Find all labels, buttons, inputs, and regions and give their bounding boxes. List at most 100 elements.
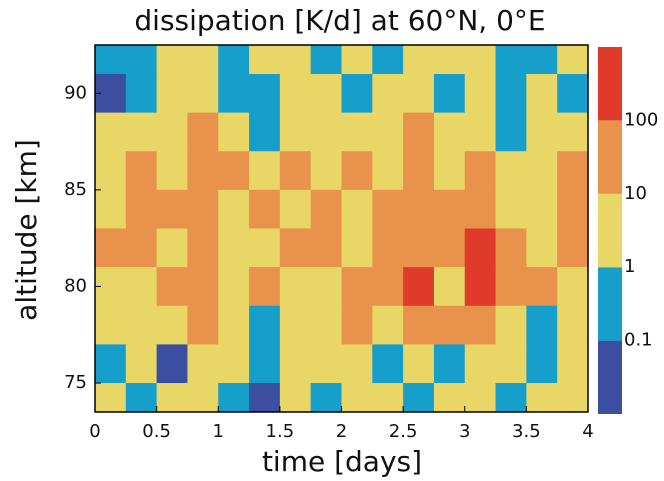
- cell: [495, 45, 527, 75]
- cell: [125, 73, 158, 114]
- y-axis-label: altitude [km]: [10, 139, 43, 321]
- cell: [526, 383, 558, 412]
- cell: [310, 189, 342, 229]
- cell: [279, 305, 312, 345]
- cell: [372, 267, 404, 307]
- cell: [403, 112, 435, 152]
- x-tick-label: 4: [582, 421, 593, 442]
- cell: [341, 112, 373, 152]
- cell: [249, 305, 281, 345]
- x-tick-label: 0.5: [142, 421, 171, 442]
- cell: [187, 267, 219, 307]
- cell: [249, 228, 281, 268]
- cell: [495, 305, 527, 345]
- cell: [218, 383, 250, 412]
- cell: [310, 344, 342, 384]
- cell: [125, 189, 158, 229]
- cell: [495, 151, 527, 191]
- cell: [310, 112, 342, 152]
- cell: [372, 45, 404, 75]
- cell: [125, 228, 158, 268]
- cell: [156, 112, 188, 152]
- cell: [95, 228, 127, 268]
- cell: [279, 189, 312, 229]
- cell: [310, 305, 342, 345]
- colorbar-label: 10: [624, 183, 647, 204]
- cell: [218, 73, 250, 114]
- cell: [557, 305, 588, 345]
- colorbar-label: 100: [624, 109, 658, 130]
- cell: [464, 151, 497, 191]
- cell: [249, 45, 281, 75]
- cell: [372, 383, 404, 412]
- cell: [218, 151, 250, 191]
- cell: [557, 151, 588, 191]
- cell: [526, 151, 558, 191]
- cell: [218, 267, 250, 307]
- x-tick-label: 3.5: [512, 421, 541, 442]
- cell: [187, 73, 219, 114]
- cell: [187, 112, 219, 152]
- cell: [557, 228, 588, 268]
- cell: [557, 267, 588, 307]
- cell: [218, 112, 250, 152]
- cell: [372, 112, 404, 152]
- cell: [433, 383, 466, 412]
- cell: [433, 267, 466, 307]
- cell: [187, 344, 219, 384]
- cell: [495, 73, 527, 114]
- cell: [526, 73, 558, 114]
- cell: [310, 45, 342, 75]
- cell: [310, 383, 342, 412]
- colorbar-band: [598, 340, 622, 414]
- cell: [187, 45, 219, 75]
- cell: [341, 383, 373, 412]
- cell: [557, 73, 588, 114]
- cell: [156, 383, 188, 412]
- cell: [341, 45, 373, 75]
- cell: [433, 45, 466, 75]
- colorbar-label: 1: [624, 256, 635, 277]
- cell: [433, 228, 466, 268]
- cell: [125, 151, 158, 191]
- cell: [495, 189, 527, 229]
- cell: [187, 189, 219, 229]
- cell: [372, 344, 404, 384]
- cell: [95, 383, 127, 412]
- cell: [403, 228, 435, 268]
- colorbar-band: [598, 193, 622, 268]
- cell: [433, 189, 466, 229]
- cell: [403, 344, 435, 384]
- cell: [125, 305, 158, 345]
- cell: [218, 228, 250, 268]
- cell: [310, 73, 342, 114]
- cell: [279, 73, 312, 114]
- cell: [341, 267, 373, 307]
- cell: [372, 305, 404, 345]
- x-tick-label: 1: [213, 421, 224, 442]
- cell: [464, 112, 497, 152]
- cell: [279, 267, 312, 307]
- x-tick-label: 0: [89, 421, 100, 442]
- cell: [495, 267, 527, 307]
- cell: [557, 189, 588, 229]
- cell: [279, 112, 312, 152]
- cell: [249, 383, 281, 412]
- cell: [95, 344, 127, 384]
- cell: [187, 228, 219, 268]
- cell: [526, 267, 558, 307]
- cell: [403, 189, 435, 229]
- cell: [464, 228, 497, 268]
- cell: [279, 151, 312, 191]
- cell: [279, 228, 312, 268]
- cell: [218, 45, 250, 75]
- cell: [95, 189, 127, 229]
- y-tick-label: 80: [64, 275, 87, 296]
- cell: [279, 383, 312, 412]
- cell: [95, 305, 127, 345]
- cell: [187, 151, 219, 191]
- cell: [341, 344, 373, 384]
- y-tick-label: 90: [64, 82, 87, 103]
- cell: [433, 151, 466, 191]
